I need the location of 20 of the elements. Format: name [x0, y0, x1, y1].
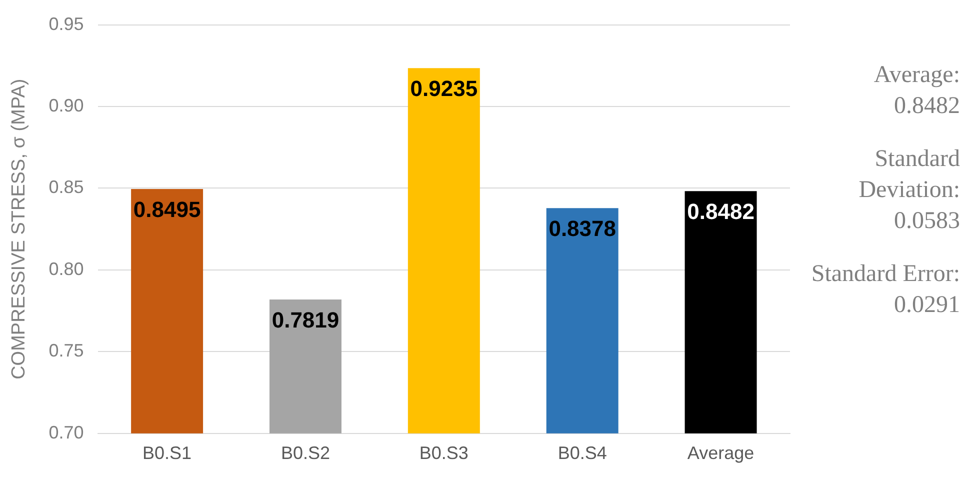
x-tick-label: B0.S4	[558, 443, 607, 464]
y-tick-label: 0.95	[48, 14, 84, 34]
x-tick-label: B0.S2	[280, 443, 330, 464]
data-label: 0.7819	[272, 308, 340, 333]
x-tick-label: B0.S1	[142, 443, 192, 464]
y-tick-label: 0.70	[48, 422, 84, 442]
data-label: 0.8495	[133, 197, 201, 222]
y-tick-label: 0.85	[48, 177, 84, 198]
text: Standard Deviation: 0.0583	[858, 145, 960, 236]
data-label: 0.8482	[687, 199, 754, 224]
data-label: 0.8378	[548, 216, 616, 242]
text: Average: 0.8482	[872, 61, 960, 121]
y-tick-label: 0.80	[48, 258, 84, 279]
x-tick-label: B0.S3	[419, 443, 468, 464]
y-axis-title: COMPRESSIVE STRESS, σ (MPA)	[8, 78, 30, 380]
y-tick-label: 0.75	[48, 340, 84, 361]
data-label: 0.9235	[410, 76, 478, 102]
x-tick-label: Average	[687, 443, 754, 464]
y-tick-label: 0.90	[48, 95, 84, 116]
text: Standard Error: 0.0291	[810, 260, 960, 320]
